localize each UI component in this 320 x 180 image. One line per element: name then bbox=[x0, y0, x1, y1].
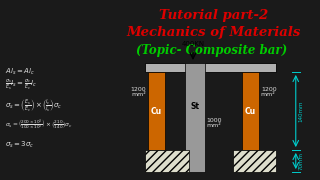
Text: $\frac{\sigma_s}{E_s}l_s = \frac{\sigma_c}{E_c}l_c$: $\frac{\sigma_s}{E_s}l_s = \frac{\sigma_… bbox=[5, 78, 36, 92]
Text: 1000
mm²: 1000 mm² bbox=[206, 118, 222, 128]
Text: 1200
mm²: 1200 mm² bbox=[131, 87, 147, 97]
Text: Cu: Cu bbox=[245, 107, 256, 116]
Text: Cu: Cu bbox=[151, 107, 162, 116]
Bar bbox=[233, 150, 276, 172]
Bar bbox=[148, 72, 165, 150]
Bar bbox=[243, 72, 259, 150]
Text: 1200
mm²: 1200 mm² bbox=[261, 87, 276, 97]
Text: 70mm: 70mm bbox=[299, 152, 304, 170]
Text: (Topic- Composite bar): (Topic- Composite bar) bbox=[136, 44, 287, 57]
Text: Mechanics of Materials: Mechanics of Materials bbox=[126, 26, 300, 39]
Text: Tutorial part-2: Tutorial part-2 bbox=[159, 8, 268, 21]
Text: $\sigma_s = \left(\frac{E_s}{E_c}\right)\times\left(\frac{l_c}{l_s}\right)\sigma: $\sigma_s = \left(\frac{E_s}{E_c}\right)… bbox=[5, 97, 62, 113]
Bar bbox=[146, 63, 276, 72]
Text: St: St bbox=[190, 102, 199, 111]
Text: $Al_s = Al_c$: $Al_s = Al_c$ bbox=[5, 67, 35, 77]
Bar bbox=[146, 150, 189, 172]
Text: $\sigma_s = \left(\frac{200\times10^3}{100\times10^3}\right)\times\left(\frac{21: $\sigma_s = \left(\frac{200\times10^3}{1… bbox=[5, 118, 73, 132]
Text: 140mm: 140mm bbox=[299, 100, 304, 122]
Text: 400KN: 400KN bbox=[181, 41, 204, 47]
Text: $\sigma_s = 3\sigma_c$: $\sigma_s = 3\sigma_c$ bbox=[5, 140, 34, 150]
Bar bbox=[185, 63, 204, 172]
